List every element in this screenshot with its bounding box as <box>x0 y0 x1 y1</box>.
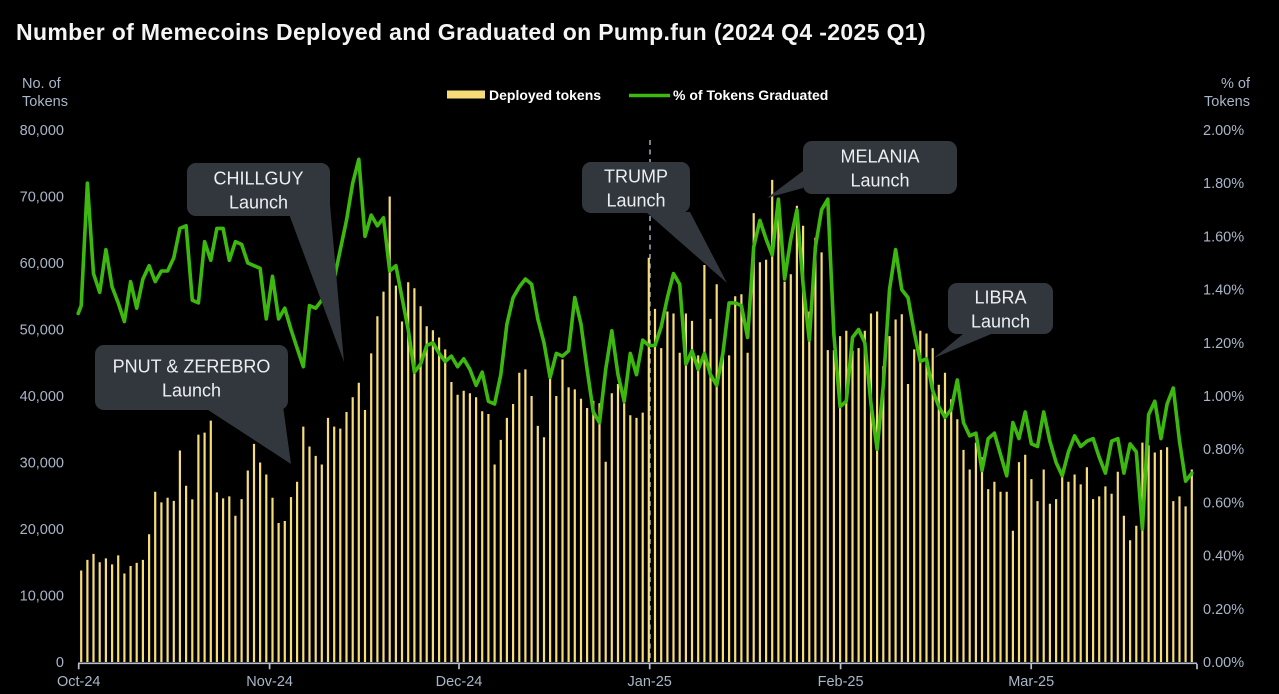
svg-text:1.40%: 1.40% <box>1203 283 1244 299</box>
svg-text:Deployed tokens: Deployed tokens <box>489 87 601 103</box>
svg-text:MELANIA: MELANIA <box>840 147 919 167</box>
svg-text:% of: % of <box>1221 76 1251 92</box>
svg-text:Mar-25: Mar-25 <box>1008 674 1054 690</box>
svg-text:60,000: 60,000 <box>20 256 64 272</box>
svg-text:Launch: Launch <box>850 171 909 191</box>
svg-text:Tokens: Tokens <box>1204 94 1250 110</box>
svg-text:0: 0 <box>56 655 64 671</box>
svg-text:TRUMP: TRUMP <box>604 167 668 187</box>
svg-text:Launch: Launch <box>229 193 288 213</box>
svg-text:70,000: 70,000 <box>20 190 64 206</box>
svg-text:0.40%: 0.40% <box>1203 549 1244 565</box>
svg-text:Launch: Launch <box>971 312 1030 332</box>
svg-text:30,000: 30,000 <box>20 456 64 472</box>
svg-text:% of Tokens Graduated: % of Tokens Graduated <box>673 87 828 103</box>
svg-text:2.00%: 2.00% <box>1203 123 1244 139</box>
svg-text:Jan-25: Jan-25 <box>628 674 672 690</box>
svg-text:PNUT & ZEREBRO: PNUT & ZEREBRO <box>113 357 271 377</box>
svg-text:40,000: 40,000 <box>20 389 64 405</box>
svg-text:1.00%: 1.00% <box>1203 389 1244 405</box>
svg-text:0.20%: 0.20% <box>1203 602 1244 618</box>
svg-text:1.20%: 1.20% <box>1203 336 1244 352</box>
svg-text:LIBRA: LIBRA <box>974 288 1026 308</box>
svg-text:CHILLGUY: CHILLGUY <box>213 169 303 189</box>
svg-text:0.00%: 0.00% <box>1203 655 1244 671</box>
svg-text:Feb-25: Feb-25 <box>818 674 864 690</box>
svg-text:20,000: 20,000 <box>20 522 64 538</box>
svg-text:1.80%: 1.80% <box>1203 176 1244 192</box>
svg-text:Nov-24: Nov-24 <box>246 674 293 690</box>
svg-text:0.60%: 0.60% <box>1203 495 1244 511</box>
svg-text:Dec-24: Dec-24 <box>436 674 483 690</box>
svg-text:80,000: 80,000 <box>20 123 64 139</box>
svg-text:Launch: Launch <box>606 191 665 211</box>
svg-text:Number of Memecoins Deployed a: Number of Memecoins Deployed and Graduat… <box>16 19 926 45</box>
svg-text:1.60%: 1.60% <box>1203 229 1244 245</box>
svg-text:10,000: 10,000 <box>20 589 64 605</box>
svg-text:Launch: Launch <box>162 381 221 401</box>
svg-text:50,000: 50,000 <box>20 323 64 339</box>
svg-text:0.80%: 0.80% <box>1203 442 1244 458</box>
svg-text:No. of: No. of <box>22 76 62 92</box>
svg-text:Oct-24: Oct-24 <box>57 674 101 690</box>
svg-text:Tokens: Tokens <box>22 94 68 110</box>
